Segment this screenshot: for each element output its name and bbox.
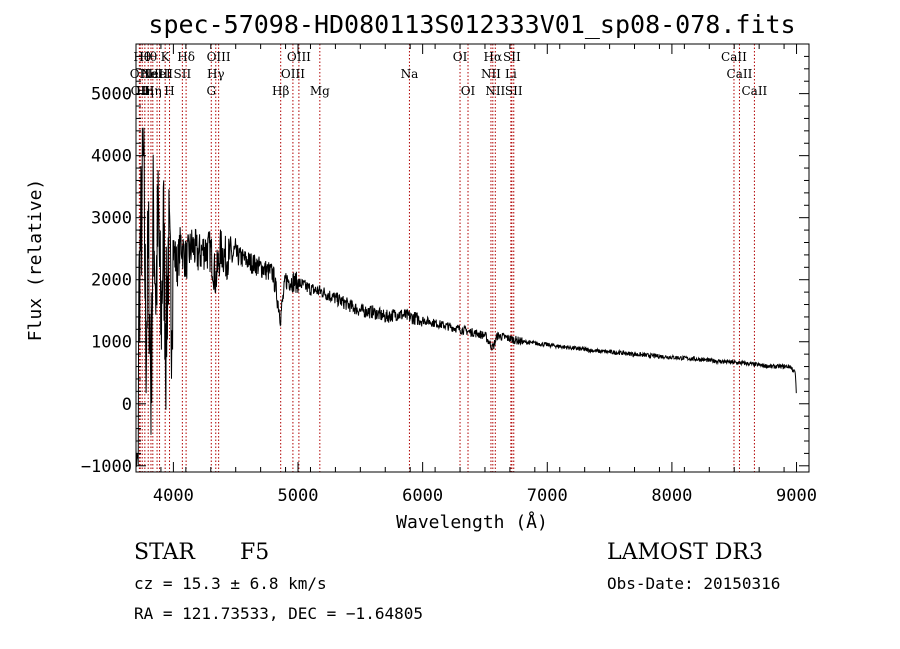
line-marker-label: CaII (727, 67, 753, 81)
line-marker-label: Hγ (207, 67, 225, 81)
line-marker-label: Na (401, 67, 419, 81)
line-marker-label: Mg (310, 84, 330, 98)
line-marker-label: NII (481, 67, 501, 81)
axis-tick-labels: 4000 5000 6000 7000 8000 9000 −1000 0 1000 2000 30… (81, 85, 817, 506)
chart-title: spec-57098-HD080113S012333V01_sp08-078.f… (148, 10, 795, 39)
y-tick-label: 4000 (91, 147, 132, 167)
line-marker-label: Hθ (133, 50, 151, 64)
line-marker-label: SII (503, 50, 521, 64)
line-marker-label: CaII (721, 50, 747, 64)
line-marker-label: CaII (741, 84, 767, 98)
x-tick-label: 7000 (527, 486, 568, 506)
line-marker-label: OIII (287, 50, 311, 64)
coordinates: RA = 121.73533, DEC = −1.64805 (134, 604, 423, 623)
survey-name: LAMOST DR3 (607, 540, 763, 565)
object-subclass: F5 (240, 540, 269, 565)
line-marker-label: NeIII (141, 67, 173, 81)
line-marker-labels: OIIOIIHθHηHθHeIHηNeIIIHeIKHSIIHδGHγOIIIH… (130, 50, 768, 98)
line-marker-label: SII (505, 84, 523, 98)
line-marker-label: OI (453, 50, 468, 64)
spectrum-series (135, 127, 797, 467)
line-marker-label: Hη (136, 84, 154, 98)
line-marker-label: Hδ (177, 50, 195, 64)
line-marker-label: HeI (148, 67, 171, 81)
line-marker-label: NII (485, 84, 505, 98)
y-tick-label: −1000 (81, 457, 132, 477)
line-marker-label: OI (461, 84, 476, 98)
x-tick-label: 5000 (278, 486, 319, 506)
line-marker-label: G (206, 84, 216, 98)
x-axis-label: Wavelength (Å) (396, 511, 548, 533)
x-tick-label: 4000 (153, 486, 194, 506)
x-tick-label: 9000 (776, 486, 817, 506)
redshift-value: cz = 15.3 ± 6.8 km/s (134, 574, 327, 593)
line-marker-label: SII (174, 67, 192, 81)
y-tick-label: 1000 (91, 333, 132, 353)
axis-ticks (135, 43, 810, 472)
x-tick-label: 6000 (402, 486, 443, 506)
line-marker-label: OII (131, 84, 151, 98)
line-marker-label: OIII (207, 50, 231, 64)
y-tick-label: 0 (122, 395, 132, 415)
line-marker-label: Hβ (272, 84, 289, 98)
y-axis-label: Flux (relative) (25, 179, 46, 342)
object-class: STAR (134, 540, 196, 565)
x-tick-label: 8000 (651, 486, 692, 506)
line-marker-label: Hθ (139, 50, 157, 64)
plot-frame (135, 43, 810, 473)
observation-date: Obs-Date: 20150316 (607, 574, 780, 593)
line-marker-label: Li (505, 67, 517, 81)
y-tick-label: 2000 (91, 271, 132, 291)
line-marker-label: H (164, 84, 174, 98)
line-marker-label: Hη (144, 84, 162, 98)
line-marker-label: OIII (281, 67, 305, 81)
spectrum-line (135, 127, 797, 467)
line-marker-label: HeI (140, 67, 163, 81)
line-marker-label: Hα (484, 50, 503, 64)
y-tick-label: 5000 (91, 85, 132, 105)
line-marker-label: K (161, 50, 171, 64)
line-marker-label: OII (130, 67, 150, 81)
y-tick-label: 3000 (91, 209, 132, 229)
